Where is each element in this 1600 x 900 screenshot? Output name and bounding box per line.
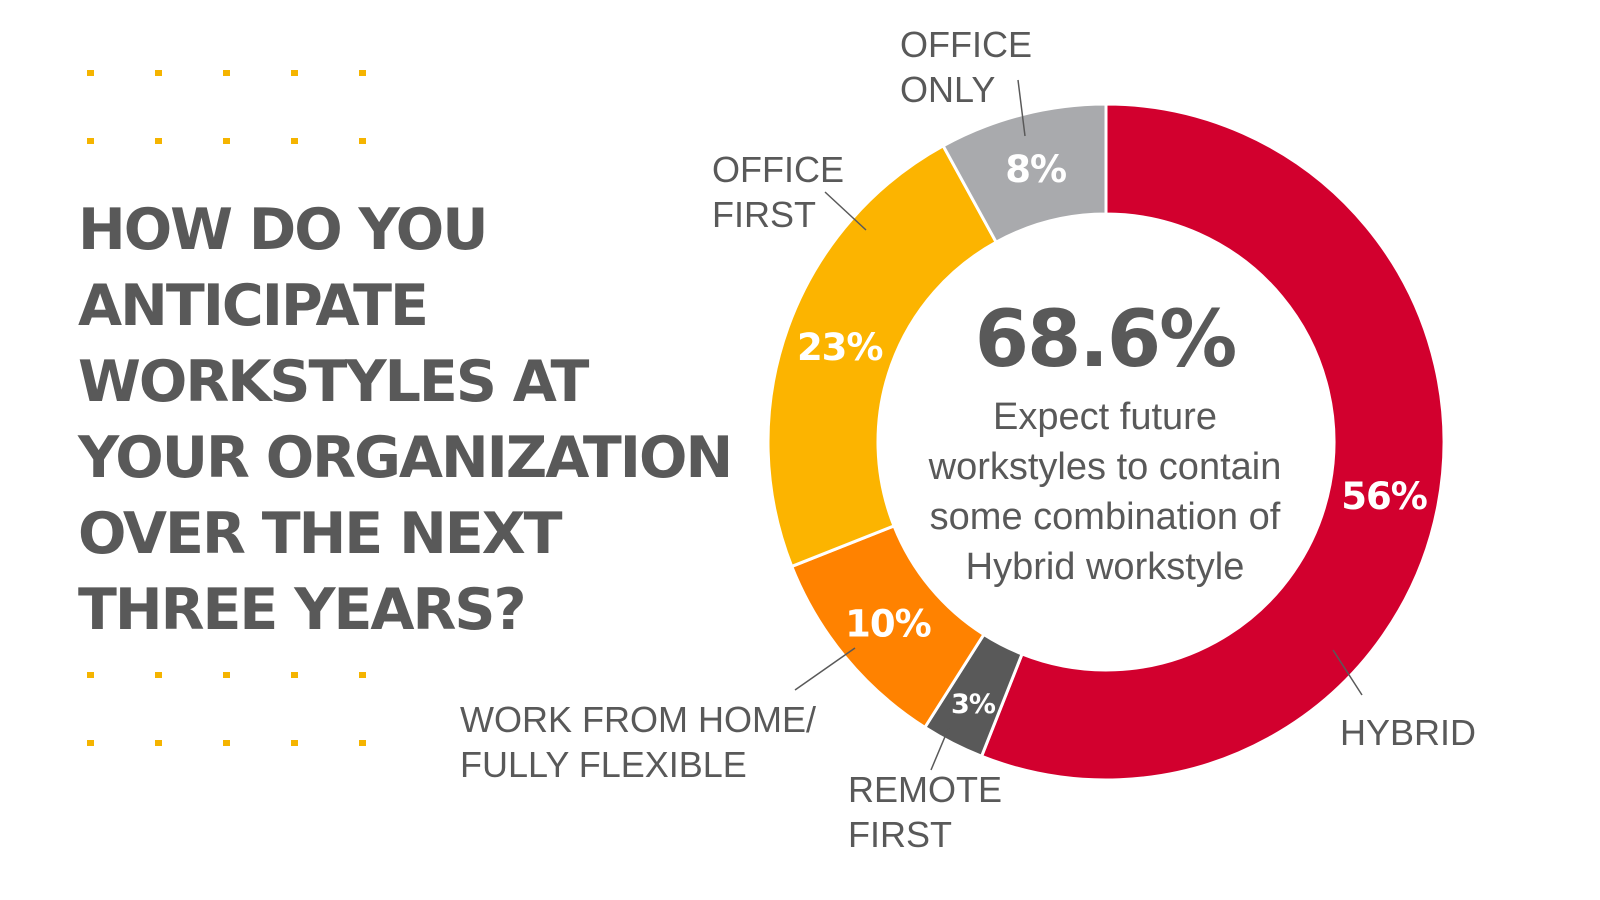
decorative-dot — [223, 672, 230, 678]
leader-line — [824, 191, 867, 231]
decorative-dot — [155, 672, 162, 678]
question-line: YOUR ORGANIZATION — [78, 425, 733, 491]
decorative-dots-bottom — [87, 672, 366, 746]
category-label-line: WORK FROM HOME/ — [460, 699, 816, 740]
category-label-line: FIRST — [712, 194, 816, 235]
category-label-line: OFFICE — [712, 149, 844, 190]
decorative-dot — [87, 70, 94, 76]
leader-line — [930, 719, 953, 771]
donut-slices — [766, 102, 1446, 782]
slice-value-label: 8% — [1005, 148, 1066, 191]
question-heading: HOW DO YOU ANTICIPATE WORKSTYLES AT YOUR… — [78, 192, 758, 648]
category-label-line: REMOTE — [848, 769, 1002, 810]
decorative-dot — [359, 672, 366, 678]
decorative-dot — [223, 70, 230, 76]
question-line: ANTICIPATE — [78, 273, 429, 339]
center-stat-value: 68.6% — [974, 295, 1238, 385]
decorative-dot — [87, 740, 94, 746]
decorative-dot — [291, 70, 298, 76]
leader-line — [1017, 79, 1026, 137]
decorative-dots-top — [87, 70, 366, 144]
leader-line — [794, 647, 856, 691]
category-label: HYBRID — [1340, 712, 1476, 753]
decorative-dot — [155, 138, 162, 144]
caption-line: Expect future — [993, 396, 1217, 438]
leader-lines — [794, 79, 1363, 771]
question-line: HOW DO YOU — [78, 197, 488, 263]
donut-slice — [766, 144, 998, 568]
category-label-line: FIRST — [848, 814, 952, 855]
center-stat: 68.6% Expect future workstyles to contai… — [890, 290, 1320, 592]
decorative-dot — [87, 138, 94, 144]
decorative-dot — [223, 138, 230, 144]
decorative-dot — [291, 740, 298, 746]
donut-slice — [941, 102, 1108, 244]
decorative-dot — [359, 70, 366, 76]
slice-value-labels: 56% 3% 10% 23% 8% — [797, 148, 1428, 720]
slice-value-label: 3% — [951, 689, 996, 720]
question-line: OVER THE NEXT — [78, 501, 563, 567]
question-line: THREE YEARS? — [78, 577, 527, 643]
center-stat-caption: Expect future workstyles to contain some… — [890, 392, 1320, 592]
caption-line: Hybrid workstyle — [965, 546, 1245, 588]
decorative-dot — [155, 70, 162, 76]
category-label: OFFICE FIRST — [712, 149, 844, 235]
category-label-line: FULLY FLEXIBLE — [460, 744, 747, 785]
caption-line: workstyles to contain — [928, 446, 1282, 488]
category-label: REMOTE FIRST — [848, 769, 1002, 855]
category-label-line: OFFICE — [900, 24, 1032, 65]
decorative-dot — [291, 672, 298, 678]
caption-line: some combination of — [929, 496, 1281, 538]
slice-value-label: 23% — [797, 326, 883, 369]
slice-value-label: 10% — [845, 602, 931, 645]
decorative-dot — [155, 740, 162, 746]
category-label-line: HYBRID — [1340, 712, 1476, 753]
decorative-dot — [359, 740, 366, 746]
category-label: WORK FROM HOME/FULLY FLEXIBLE — [460, 699, 816, 785]
question-line: WORKSTYLES AT — [78, 349, 589, 415]
category-label-line: ONLY — [900, 69, 995, 110]
decorative-dot — [87, 672, 94, 678]
decorative-dot — [291, 138, 298, 144]
category-label: OFFICE ONLY — [900, 24, 1032, 110]
decorative-dot — [223, 740, 230, 746]
leader-line — [1332, 649, 1363, 696]
slice-value-label: 56% — [1341, 475, 1427, 518]
donut-slice — [980, 102, 1446, 782]
decorative-dot — [359, 138, 366, 144]
